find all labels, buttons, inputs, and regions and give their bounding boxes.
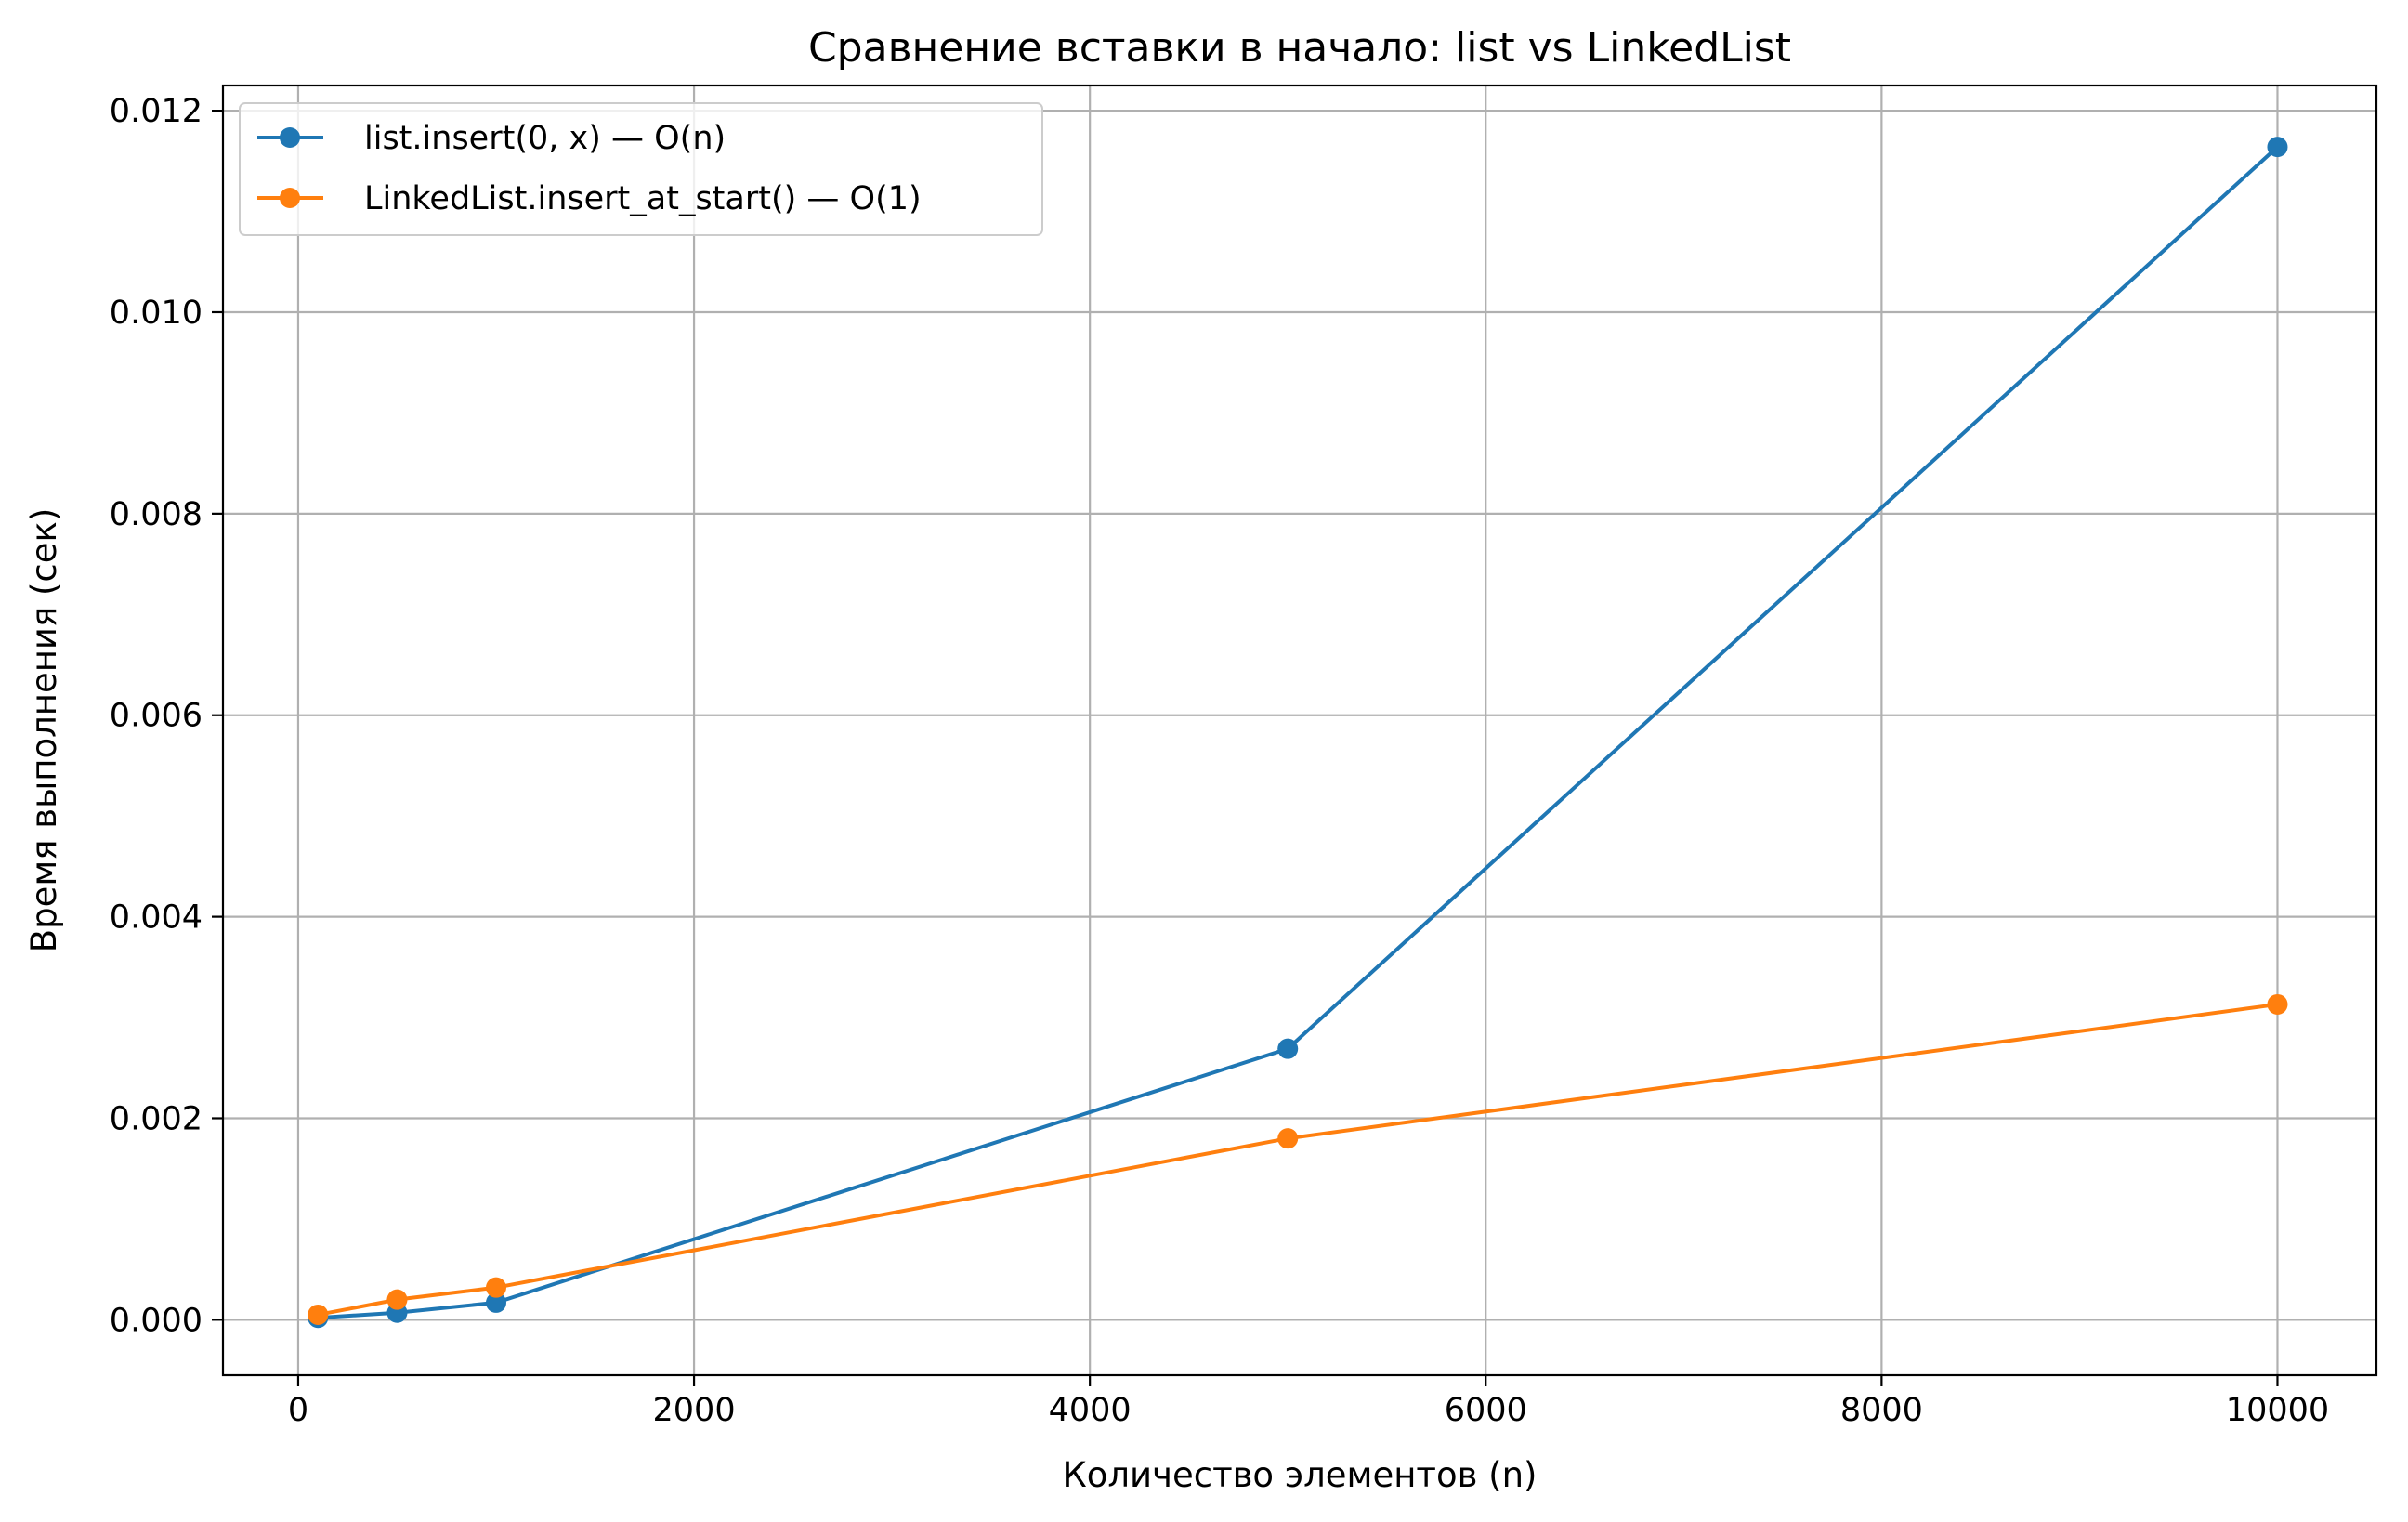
y-tick-label: 0.002 <box>110 1100 203 1137</box>
y-axis-title: Время выполнения (сек) <box>24 508 64 953</box>
data-point-1-4 <box>2267 993 2288 1015</box>
y-tick-label: 0.006 <box>110 698 203 735</box>
grid-lines <box>223 85 2376 1375</box>
legend-marker-1 <box>280 188 300 208</box>
x-tick-label: 8000 <box>1840 1392 1923 1429</box>
legend-label-0: list.insert(0, x) — O(n) <box>364 120 726 157</box>
x-tick-label: 0 <box>288 1392 308 1429</box>
data-point-0-3 <box>1277 1038 1299 1059</box>
data-point-0-4 <box>2267 137 2288 158</box>
plot-frame <box>221 84 2378 1377</box>
y-axis: 0.000 0.002 0.004 0.006 0.008 0.010 0.012 <box>110 93 223 1339</box>
x-tick-label: 10000 <box>2226 1392 2329 1429</box>
legend: list.insert(0, x) — O(n) LinkedList.inse… <box>239 102 1043 236</box>
y-tick-label: 0.004 <box>110 899 203 937</box>
data-point-1-1 <box>386 1289 408 1310</box>
data-point-1-3 <box>1277 1128 1299 1149</box>
y-tick-label: 0.012 <box>110 93 203 130</box>
y-tick-label: 0.000 <box>110 1302 203 1339</box>
y-tick-label: 0.008 <box>110 496 203 533</box>
data-point-1-0 <box>308 1304 329 1325</box>
x-axis: 0 2000 4000 6000 8000 10000 <box>288 1375 2329 1429</box>
chart-title: Сравнение вставки в начало: list vs Link… <box>808 24 1791 72</box>
x-tick-label: 6000 <box>1445 1392 1527 1429</box>
legend-box <box>239 102 1043 236</box>
legend-marker-0 <box>280 127 300 148</box>
x-tick-label: 4000 <box>1049 1392 1132 1429</box>
plot-area <box>223 85 2376 1375</box>
data-point-0-2 <box>486 1292 507 1313</box>
legend-label-1: LinkedList.insert_at_start() — O(1) <box>364 180 922 217</box>
series-layer <box>308 137 2288 1329</box>
data-point-1-2 <box>486 1277 507 1298</box>
y-tick-label: 0.010 <box>110 295 203 332</box>
x-axis-title: Количество элементов (n) <box>1063 1455 1538 1495</box>
x-tick-label: 2000 <box>653 1392 736 1429</box>
